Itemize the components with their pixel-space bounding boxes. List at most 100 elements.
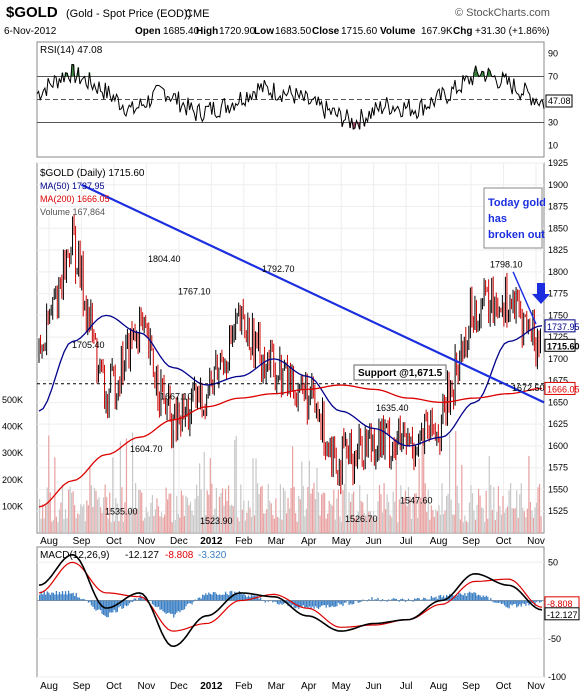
volume-bar	[459, 519, 461, 533]
macd-histogram-bar	[64, 591, 67, 601]
volume-bar	[285, 513, 288, 533]
macd-histogram-bar	[388, 599, 390, 601]
volume-bar	[122, 521, 125, 533]
macd-histogram-bar	[401, 598, 404, 601]
x-tick-label: 2012	[200, 536, 223, 547]
macd-histogram-bar	[243, 593, 245, 601]
macd-histogram-bar	[328, 600, 330, 608]
low-value: 1683.50	[275, 26, 312, 37]
price-tick-label: 1625	[548, 419, 568, 429]
macd-histogram-bar	[189, 600, 192, 604]
macd-histogram-bar	[298, 600, 300, 609]
macd-histogram-bar	[496, 600, 498, 603]
price-tick-label: 1650	[548, 397, 568, 407]
volume-bar	[325, 518, 327, 533]
macd-value-1: -12.127	[125, 550, 159, 561]
macd-histogram-bar	[168, 600, 170, 613]
macd-histogram-bar	[127, 600, 129, 606]
macd-histogram-bar	[188, 600, 190, 604]
volume-bar	[147, 512, 149, 533]
x-axis-labels: Aug Sep Oct Nov Dec 2012 Feb Mar Apr May Jun Jul Aug…	[40, 536, 545, 547]
macd-histogram-bar	[458, 592, 460, 601]
volume-bar	[209, 458, 211, 533]
macd-histogram-bar	[48, 592, 50, 601]
macd-histogram-bar	[453, 596, 455, 601]
security-name: (Gold - Spot Price (EOD))	[66, 8, 191, 20]
volume-bar	[340, 522, 342, 533]
volume-bar	[244, 520, 246, 533]
macd-histogram-bar	[208, 592, 210, 601]
price-y-ticks: 1525 1550 1575 1600 1625 1650 1675 1700 1725 1750…	[548, 158, 568, 516]
volume-bar	[223, 505, 225, 533]
volume-bar	[281, 519, 283, 533]
macd-histogram-bar	[276, 600, 279, 604]
price-tick-label: 1525	[548, 506, 568, 516]
macd-histogram-bar	[426, 599, 428, 601]
macd-histogram-bar	[63, 594, 65, 601]
volume-bar	[441, 483, 443, 533]
date: 6-Nov-2012	[4, 26, 57, 37]
volume-bars	[39, 430, 542, 533]
close-value: 1715.60	[341, 26, 378, 37]
macd-histogram-bar	[170, 600, 172, 614]
x-tick-label: Feb	[235, 536, 253, 547]
volume-bar	[494, 520, 496, 533]
volume-bar	[203, 452, 205, 533]
macd-histogram-bar	[128, 600, 131, 604]
volume-bar	[392, 491, 394, 533]
macd-histogram-bar	[49, 594, 51, 601]
macd-histogram-bar	[316, 600, 318, 608]
price-tick-label: 1775	[548, 289, 568, 299]
volume-bar	[517, 517, 519, 533]
macd-histogram-bar	[537, 600, 539, 602]
macd-histogram-bar	[525, 600, 527, 606]
volume-bar	[429, 519, 431, 533]
support-label: Support @1,671.5	[358, 368, 443, 379]
macd-tick-label: 50	[548, 557, 558, 567]
macd-histogram-bar	[119, 600, 122, 607]
macd-histogram-bar	[263, 599, 265, 601]
volume-bar	[208, 494, 210, 533]
volume-bar	[170, 493, 172, 533]
volume-bar	[513, 508, 515, 533]
volume-bar	[421, 446, 423, 533]
volume-bar	[499, 505, 501, 533]
macd-lines	[38, 553, 543, 648]
volume-bar	[467, 522, 469, 533]
macd-histogram-bar	[84, 599, 87, 601]
ma200-legend: MA(200) 1666.05	[40, 194, 110, 204]
volume-bar	[319, 515, 321, 533]
macd-signal-line	[38, 561, 543, 632]
volume-bar	[205, 514, 207, 533]
macd-histogram-bar	[325, 600, 327, 608]
volume-bar	[490, 485, 492, 533]
high-label: High	[196, 26, 218, 37]
price-tick-label: 1875	[548, 202, 568, 212]
volume-bar	[374, 517, 376, 533]
volume-bar	[72, 491, 74, 533]
volume-bar	[295, 513, 297, 533]
volume-bar	[206, 490, 208, 533]
macd-histogram-bar	[456, 595, 458, 601]
macd-histogram-bar	[151, 600, 154, 605]
macd-histogram-bar	[290, 600, 292, 607]
volume-bar	[163, 514, 166, 533]
macd-histogram-bar	[491, 600, 493, 602]
macd-histogram-bar	[351, 600, 353, 605]
volume-bar	[202, 517, 204, 533]
volume-bar	[191, 510, 193, 533]
volume-bar	[352, 491, 355, 533]
macd-histogram-bar	[202, 594, 204, 601]
volume-bar	[484, 521, 486, 533]
volume-bar	[534, 507, 536, 533]
volume-bar	[487, 518, 489, 533]
price-tick-label: 1600	[548, 441, 568, 451]
macd-histogram-bar	[182, 600, 184, 611]
open-label: Open	[135, 26, 161, 37]
volume-bar	[278, 517, 280, 533]
x-tick-label: Oct	[106, 536, 122, 547]
macd-histogram-bar	[232, 594, 234, 601]
macd-value-3: -3.320	[198, 550, 227, 561]
volume-bar	[455, 430, 457, 533]
volume-bar	[462, 522, 464, 533]
